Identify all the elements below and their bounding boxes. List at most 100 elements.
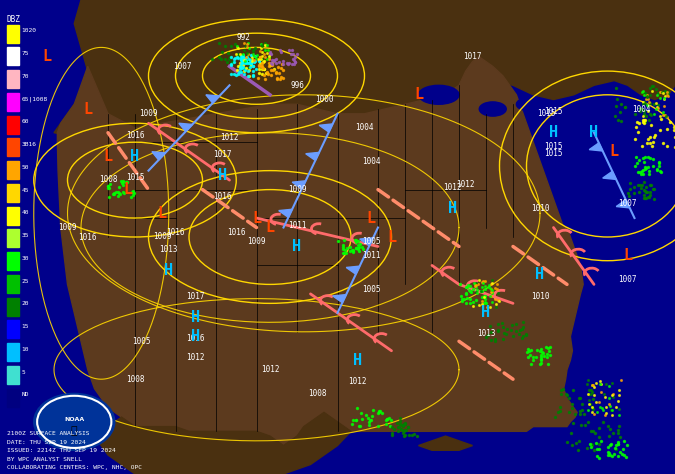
Point [255,44,266,52]
Point [585,427,596,435]
Point [583,376,594,384]
Point [256,55,267,63]
Point [263,55,274,62]
Text: 1004: 1004 [355,124,374,132]
Point [601,409,612,417]
Point [230,72,241,79]
Point [662,113,672,121]
Point [234,59,245,66]
Text: DATE: THU SEP 19 2024: DATE: THU SEP 19 2024 [7,440,86,445]
Text: 45: 45 [22,188,29,192]
Polygon shape [152,152,165,160]
Point [643,193,654,201]
Point [340,246,350,254]
Point [516,335,527,342]
Point [231,43,242,51]
Point [654,112,665,120]
Point [228,71,239,78]
Point [489,295,500,303]
Point [647,155,658,163]
Ellipse shape [479,102,506,116]
Text: 1016: 1016 [78,233,97,241]
Point [614,108,625,116]
Point [617,451,628,458]
Point [245,61,256,69]
Point [260,46,271,54]
Point [233,53,244,60]
Text: 1020: 1020 [22,28,36,33]
Point [109,189,119,197]
Point [289,60,300,68]
Point [219,42,230,50]
Point [573,446,584,453]
Point [240,58,251,65]
Point [574,408,585,415]
Point [259,53,270,61]
Point [662,91,672,99]
Point [255,60,266,67]
Point [109,191,119,198]
Point [587,381,598,389]
Point [397,427,408,434]
Point [227,58,238,66]
Point [606,379,617,386]
Point [263,60,274,67]
Point [237,56,248,64]
Point [592,446,603,453]
Point [398,432,409,440]
Point [596,404,607,411]
Point [648,185,659,192]
Point [541,350,552,357]
Point [354,422,365,429]
Point [664,118,675,126]
Point [587,396,598,403]
Point [638,100,649,108]
Point [594,403,605,410]
Point [636,170,647,178]
Point [641,91,651,98]
Point [128,187,138,195]
Point [616,100,626,108]
Point [258,64,269,72]
Point [637,118,648,126]
Point [238,53,248,60]
Point [498,335,509,343]
Text: ND: ND [22,392,29,397]
Point [236,63,246,71]
Point [276,48,287,56]
Point [648,162,659,170]
Point [236,69,247,76]
Point [585,390,596,398]
Point [639,107,649,115]
Text: 1011: 1011 [288,221,306,230]
Point [595,377,605,385]
Point [258,59,269,66]
Text: L: L [252,210,261,226]
Point [628,190,639,197]
Point [374,408,385,415]
Point [244,60,254,68]
Point [122,178,133,186]
Point [609,450,620,457]
Point [537,348,547,356]
Point [120,178,131,186]
Point [612,96,622,103]
Point [634,168,645,175]
Point [568,386,578,394]
Point [515,326,526,333]
Point [233,44,244,52]
Point [103,182,113,190]
Text: 1009: 1009 [247,237,266,246]
Bar [7,275,19,293]
Point [249,57,260,64]
Point [111,189,122,196]
Point [232,55,243,62]
Point [589,446,599,454]
Point [232,42,243,50]
Text: H: H [589,125,599,140]
Point [478,277,489,285]
Point [213,39,224,47]
Point [290,53,300,61]
Text: 20: 20 [22,301,29,306]
Text: 1016: 1016 [186,334,205,343]
